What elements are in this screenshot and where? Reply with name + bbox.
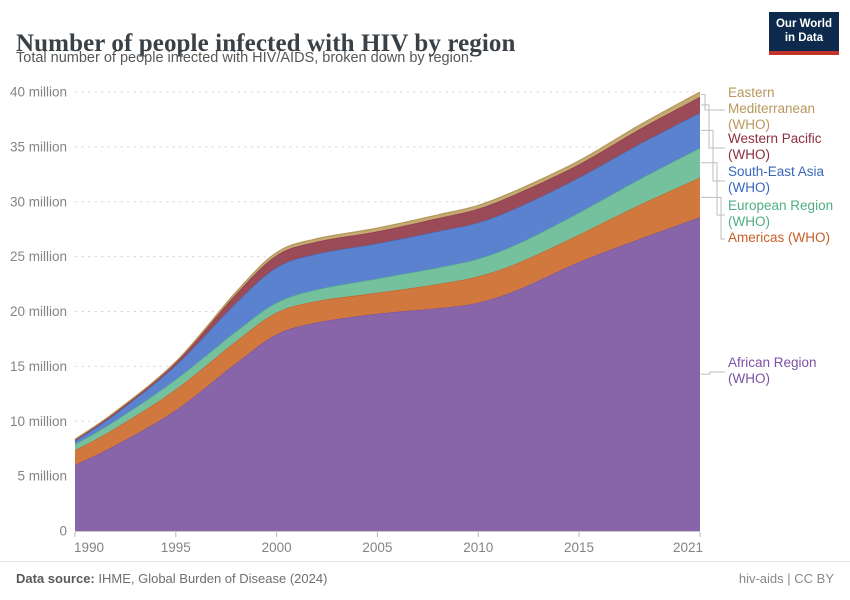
- page-title: Number of people infected with HIV by re…: [16, 29, 516, 57]
- data-source-value: IHME, Global Burden of Disease (2024): [94, 571, 328, 586]
- x-tick-label-1990: 1990: [74, 540, 104, 555]
- area-band-eastern-mediterranean-who[interactable]: [75, 92, 700, 440]
- legend-label-line: (WHO): [728, 214, 770, 229]
- y-tick-label-10: 10 million: [10, 414, 67, 429]
- chart-subtitle: Total number of people infected with HIV…: [16, 50, 474, 66]
- legend-label-line: (WHO): [728, 371, 770, 386]
- area-band-african-region-who[interactable]: [75, 217, 700, 531]
- legend-label-european-region-who[interactable]: European Region (WHO): [728, 198, 833, 230]
- legend-label-line: Eastern: [728, 85, 775, 100]
- data-source-note: Data source: IHME, Global Burden of Dise…: [16, 571, 327, 586]
- x-tick-label-2021: 2021: [673, 540, 703, 555]
- y-tick-label-15: 15 million: [10, 359, 67, 374]
- legend-label-eastern-mediterranean-who[interactable]: Eastern Mediterranean (WHO): [728, 85, 815, 133]
- y-tick-label-35: 35 million: [10, 139, 67, 154]
- area-topline-eastern-mediterranean-who: [74, 91, 701, 440]
- y-tick-label-40: 40 million: [10, 85, 67, 100]
- x-tick-label-1995: 1995: [161, 540, 191, 555]
- legend-label-line: South-East Asia: [728, 164, 825, 179]
- x-tick-label-2015: 2015: [564, 540, 594, 555]
- legend-label-line: African Region: [728, 355, 817, 370]
- area-band-western-pacific-who[interactable]: [75, 96, 700, 442]
- y-tick-label-5: 5 million: [17, 469, 67, 484]
- license-note[interactable]: hiv-aids | CC BY: [738, 571, 834, 586]
- legend-label-south-east-asia-who[interactable]: South-East Asia (WHO): [728, 164, 824, 196]
- legend-label-african-region-who[interactable]: African Region (WHO): [728, 355, 817, 387]
- x-tick-label-2005: 2005: [362, 540, 392, 555]
- y-tick-label-20: 20 million: [10, 304, 67, 319]
- legend-connector-americas-who: [701, 196, 725, 240]
- legend-label-western-pacific-who[interactable]: Western Pacific (WHO): [728, 131, 822, 163]
- chart-footer: Data source: IHME, Global Burden of Dise…: [0, 561, 850, 600]
- legend-label-line: (WHO): [728, 147, 770, 162]
- legend-connector-south-east-asia-who: [701, 129, 725, 182]
- owid-logo[interactable]: Our World in Data: [768, 12, 839, 55]
- legend-connector-european-region-who: [701, 162, 725, 216]
- y-tick-label-30: 30 million: [10, 194, 67, 209]
- y-tick-label-25: 25 million: [10, 249, 67, 264]
- legend-label-americas-who[interactable]: Americas (WHO): [728, 230, 830, 246]
- owid-logo-line2: in Data: [784, 32, 824, 45]
- y-tick-label-0: 0: [59, 524, 67, 539]
- legend-label-line: (WHO): [728, 180, 770, 195]
- data-source-label: Data source:: [16, 571, 95, 586]
- chart-legend: African Region (WHO) Americas (WHO) Europea…: [728, 0, 846, 600]
- legend-connector-eastern-mediterranean-who: [701, 94, 725, 111]
- owid-logo-line1: Our World: [775, 18, 832, 30]
- legend-label-line: Americas (WHO): [728, 230, 830, 245]
- x-tick-label-2000: 2000: [262, 540, 292, 555]
- legend-label-line: Western Pacific: [728, 131, 822, 146]
- legend-label-line: European Region: [728, 198, 834, 213]
- legend-connector-african-region-who: [701, 371, 725, 375]
- x-tick-label-2010: 2010: [463, 540, 493, 555]
- legend-label-line: (WHO): [728, 117, 770, 132]
- legend-label-line: Mediterranean: [728, 101, 816, 116]
